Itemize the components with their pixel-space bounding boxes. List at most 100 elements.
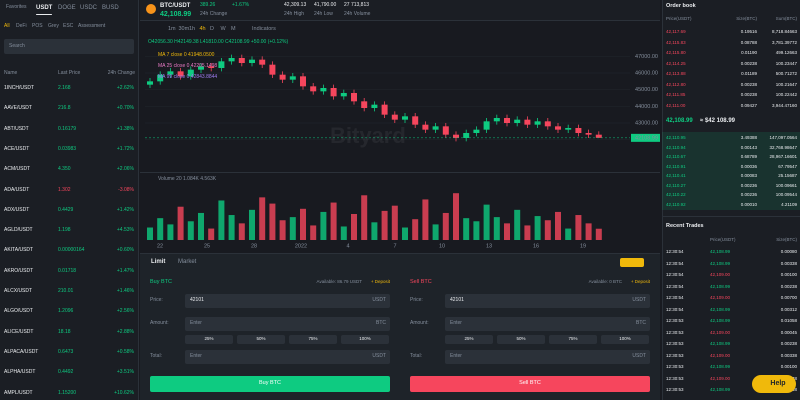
deposit-link[interactable]: + Deposit: [370, 279, 390, 284]
input-field[interactable]: [185, 317, 390, 331]
percent-button[interactable]: [185, 335, 233, 344]
field-unit: BTC: [376, 320, 386, 326]
search-box[interactable]: [4, 39, 134, 54]
candle-body: [524, 119, 531, 125]
filter-tab[interactable]: Grey: [48, 23, 59, 29]
market-name[interactable]: AKITA/USDT: [4, 247, 34, 254]
book-price: 42,110.22: [666, 192, 686, 197]
trade-price: 42,109.00: [710, 272, 731, 277]
filter-tab[interactable]: POS: [32, 23, 43, 29]
submit-button[interactable]: [150, 376, 390, 392]
trade-size: 0.00045: [780, 329, 797, 335]
market-name[interactable]: ADA/USDT: [4, 186, 30, 193]
panel-title: Order book: [666, 3, 696, 9]
interval[interactable]: 30m: [178, 26, 190, 32]
volume-bar: [340, 226, 347, 240]
volume-bar: [442, 212, 449, 240]
market-tab[interactable]: BUSD: [102, 5, 119, 11]
market-name[interactable]: 1INCH/USDT: [4, 85, 35, 91]
market-price: 2.168: [58, 85, 71, 91]
candle-body: [310, 86, 317, 92]
filter-tab[interactable]: All: [4, 23, 10, 29]
percent-button[interactable]: [237, 335, 285, 344]
market-tab[interactable]: DOGE: [58, 5, 76, 11]
interval[interactable]: 4h: [199, 26, 206, 32]
help-button[interactable]: [752, 375, 796, 393]
y-tick-label: 47000.00: [635, 54, 658, 60]
book-size: 0.01189: [741, 71, 757, 76]
ticker-bar: [140, 0, 660, 21]
mid-price: 42,108.99: [666, 118, 693, 124]
market-name[interactable]: ALICE/USDT: [4, 328, 34, 335]
percent-button[interactable]: [289, 335, 337, 344]
volume-bar: [524, 225, 531, 240]
column-header: Size(BTC): [776, 237, 797, 242]
market-name[interactable]: ALPACA/USDT: [4, 348, 39, 355]
filter-tab[interactable]: DeFi: [16, 23, 27, 29]
interval[interactable]: 1m: [168, 26, 176, 32]
market-name[interactable]: ACM/USDT: [4, 166, 31, 173]
percent-label: 50%: [516, 336, 526, 341]
interval[interactable]: W: [220, 26, 226, 32]
percent-button[interactable]: [497, 335, 545, 344]
stat-label: 24h High: [284, 11, 305, 17]
candle-body: [544, 121, 551, 127]
percent-button[interactable]: [601, 335, 649, 344]
trade-price: 42,108.99: [710, 260, 731, 266]
input-field[interactable]: [445, 350, 650, 364]
field-value: Enter: [190, 353, 202, 359]
trade-price: 42,109.00: [710, 329, 731, 335]
input-field[interactable]: [445, 317, 650, 331]
interval[interactable]: M: [231, 26, 236, 32]
trade-price: 42,109.00: [710, 352, 731, 358]
filter-tab[interactable]: Assessment: [78, 23, 106, 29]
market-name[interactable]: ALGO/USDT: [4, 308, 33, 315]
volume-bar: [544, 220, 551, 240]
candle-body: [555, 126, 561, 130]
market-name[interactable]: AGLD/USDT: [4, 227, 33, 234]
market-name[interactable]: ALPHA/USDT: [4, 369, 36, 376]
indicators-button[interactable]: Indicators: [252, 26, 276, 32]
candle-body: [269, 64, 276, 75]
market-name[interactable]: AKRO/USDT: [4, 267, 34, 274]
trade-time: 12:30:54: [666, 283, 684, 289]
bid-depth-band: [662, 132, 800, 210]
input-field[interactable]: [445, 294, 650, 308]
percent-button[interactable]: [445, 335, 493, 344]
available-balance: Available: 86.79 USDT: [316, 279, 362, 284]
order-tab[interactable]: Limit: [151, 259, 166, 265]
column-header: Sum(BTC): [775, 16, 797, 21]
market-name[interactable]: ADX/USDT: [4, 206, 30, 213]
input-field[interactable]: [185, 350, 390, 364]
book-price: 42,110.91: [666, 163, 686, 169]
book-sum: 8,718.84663: [771, 29, 797, 34]
market-tab[interactable]: Favorites: [6, 4, 27, 10]
trade-size: 0.01058: [780, 318, 797, 323]
market-price: 1.198: [58, 227, 71, 234]
market-name[interactable]: ABT/USDT: [4, 125, 29, 132]
market-name[interactable]: AAVE/USDT: [4, 105, 32, 112]
market-name[interactable]: ACE/USDT: [4, 145, 30, 152]
market-tab[interactable]: USDC: [80, 5, 98, 11]
market-tab[interactable]: USDT: [36, 5, 53, 11]
submit-button[interactable]: [410, 376, 650, 392]
candle-body: [371, 104, 378, 108]
interval[interactable]: 1h: [189, 26, 196, 32]
market-name[interactable]: ALCX/USDT: [4, 288, 33, 294]
deposit-link[interactable]: + Deposit: [630, 279, 650, 284]
input-field[interactable]: [185, 294, 390, 308]
candle-body: [565, 128, 572, 130]
filter-tab[interactable]: ESC: [63, 23, 74, 29]
volume-bar: [422, 199, 429, 240]
volume-bar: [259, 197, 266, 240]
candle-body: [300, 76, 306, 87]
percent-button[interactable]: [549, 335, 597, 344]
order-tab[interactable]: Market: [178, 259, 197, 265]
market-name[interactable]: AMPL/USDT: [4, 389, 33, 396]
candle-body: [514, 119, 521, 123]
candle-body: [402, 116, 408, 120]
book-sum: 100.23447: [775, 60, 797, 66]
interval[interactable]: D: [210, 26, 214, 32]
percent-button[interactable]: [341, 335, 389, 344]
book-sum: 3,781.39772: [771, 39, 797, 45]
